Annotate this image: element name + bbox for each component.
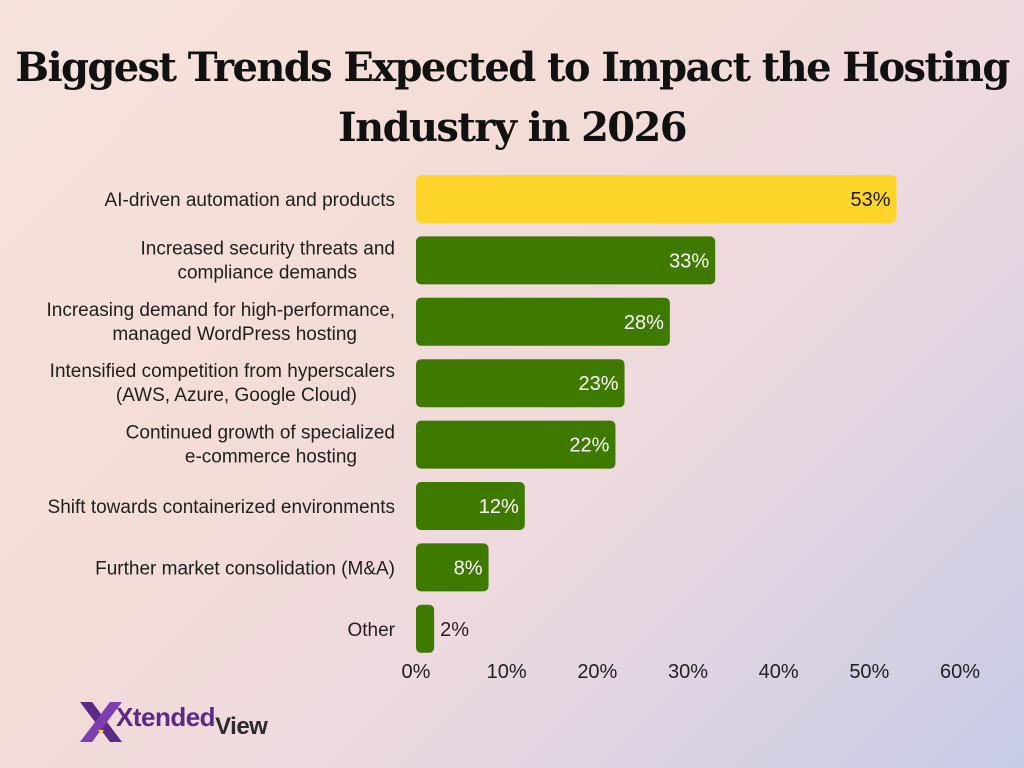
- category-label-8: Other: [347, 620, 395, 641]
- value-label-6: 12%: [479, 496, 519, 518]
- x-tick-label-20: 20%: [577, 661, 617, 683]
- bar-2: [416, 236, 716, 285]
- x-axis-ticks-group: 0% 10% 20% 30% 40% 50% 60%: [402, 661, 981, 683]
- x-tick-label-0: 0%: [402, 661, 431, 683]
- category-label-3-line-1: Increasing demand for high-performance,: [46, 300, 395, 321]
- category-labels-group: AI-driven automation and products Increas…: [46, 190, 395, 641]
- category-label-1: AI-driven automation and products: [105, 190, 395, 211]
- bar-6: [416, 482, 525, 530]
- value-label-8: 2%: [440, 619, 469, 641]
- logo-wordmark: XtendedView: [116, 702, 268, 740]
- chart-title: Biggest Trends Expected to Impact the Ho…: [0, 38, 1024, 158]
- category-label-5-line-2: e-commerce hosting: [185, 447, 357, 468]
- category-label-7: Further market consolidation (M&A): [95, 558, 395, 579]
- x-tick-label-10: 10%: [487, 661, 527, 683]
- category-label-6: Shift towards containerized environments: [48, 497, 395, 518]
- category-label-2-line-2: compliance demands: [177, 262, 357, 283]
- bar-1: [416, 175, 897, 223]
- x-tick-label-30: 30%: [668, 661, 708, 683]
- category-label-4-line-2: (AWS, Azure, Google Cloud): [116, 385, 357, 406]
- category-label-4: Intensified competition from hyperscaler…: [50, 361, 395, 406]
- xtendedview-logo: XtendedView: [78, 700, 278, 748]
- value-label-7: 8%: [454, 557, 483, 579]
- value-label-2: 33%: [669, 250, 709, 272]
- value-label-3: 28%: [624, 312, 664, 334]
- bar-3: [416, 297, 670, 346]
- value-label-5: 22%: [569, 435, 609, 457]
- category-label-4-line-1: Intensified competition from hyperscaler…: [50, 361, 395, 382]
- x-tick-label-60: 60%: [940, 661, 980, 683]
- bars-group: [416, 175, 897, 653]
- bar-7: [416, 543, 489, 592]
- logo-word-suffix: View: [215, 713, 268, 740]
- bar-5: [416, 420, 616, 469]
- bar-4: [416, 359, 625, 408]
- category-label-5-line-1: Continued growth of specialized: [126, 423, 395, 444]
- logo-word-main: Xtended: [116, 702, 216, 732]
- bar-8: [416, 604, 435, 653]
- value-label-1: 53%: [851, 189, 891, 211]
- category-label-2: Increased security threats and compliance…: [140, 238, 395, 283]
- value-labels-group: 53% 33% 28% 23% 22% 12% 8% 2%: [440, 189, 891, 641]
- category-label-3: Increasing demand for high-performance, m…: [46, 300, 395, 345]
- x-logo-icon: [80, 702, 122, 742]
- chart-title-line-2: Industry in 2026: [337, 104, 688, 151]
- chart-title-line-1: Biggest Trends Expected to Impact the Ho…: [15, 44, 1010, 91]
- value-label-4: 23%: [579, 373, 619, 395]
- x-tick-label-50: 50%: [849, 661, 889, 683]
- x-tick-label-40: 40%: [759, 661, 799, 683]
- category-label-3-line-2: managed WordPress hosting: [112, 324, 357, 345]
- category-label-2-line-1: Increased security threats and: [140, 238, 395, 259]
- category-label-5: Continued growth of specialized e-commerc…: [126, 423, 395, 468]
